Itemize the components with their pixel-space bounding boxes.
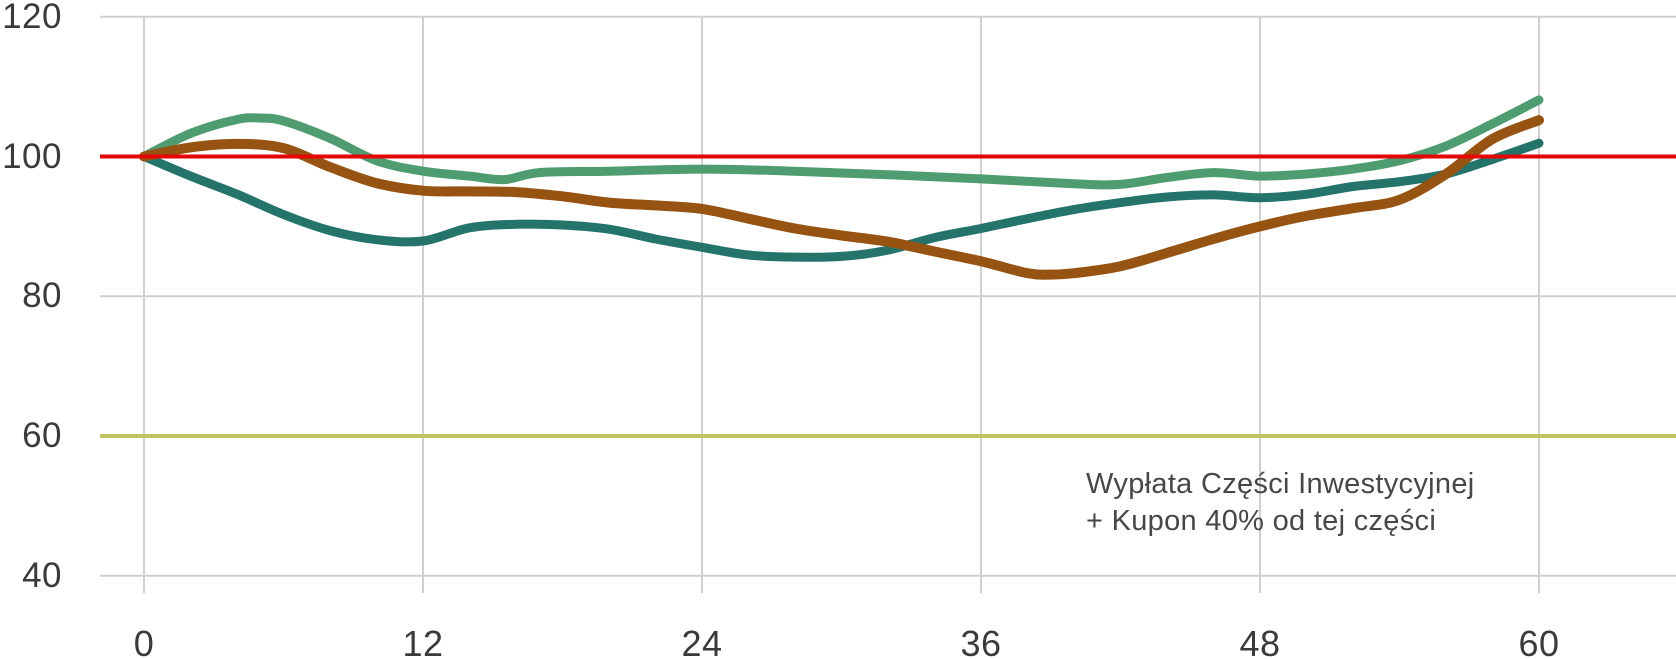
y-tick-label-60: 60 [22, 416, 62, 455]
y-tick-label-100: 100 [2, 136, 62, 176]
y-tick-label-80: 80 [22, 276, 62, 316]
y-tick-label-120: 120 [2, 0, 62, 36]
x-tick-label-60: 60 [1518, 623, 1560, 659]
annotation-line-1: Wypłata Części Inwestycyjnej [1086, 468, 1475, 500]
x-tick-label-36: 36 [960, 623, 1002, 659]
series-brown-line [139, 115, 1544, 280]
series-green-line [139, 95, 1544, 190]
annotation-line-2: + Kupon 40% od tej części [1086, 505, 1437, 537]
x-tick-label-48: 48 [1239, 623, 1281, 659]
x-tick-label-12: 12 [402, 623, 444, 659]
annotation-payout-label: Wypłata Części Inwestycyjnej + Kupon 40%… [1086, 466, 1475, 540]
x-tick-label-0: 0 [133, 623, 155, 659]
x-tick-label-24: 24 [681, 623, 723, 659]
series-teal-line [139, 138, 1544, 262]
y-tick-label-40: 40 [22, 555, 62, 595]
